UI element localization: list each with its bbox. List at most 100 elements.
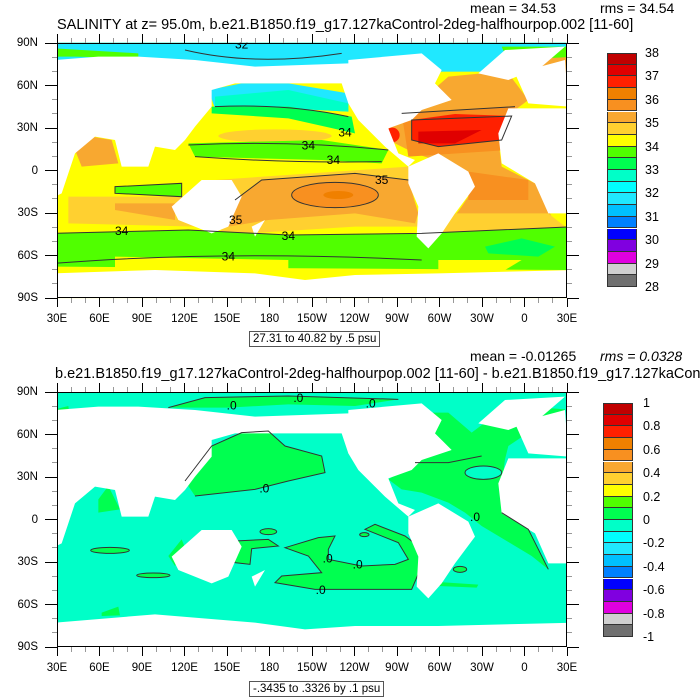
top-map-x-tick: [283, 298, 285, 303]
colorbar-box: [603, 531, 633, 544]
top-map-x-tick: [56, 298, 58, 307]
top-map-y-tick: [45, 255, 57, 256]
top-map-x-tick: [524, 34, 525, 43]
bottom-map-x-tick: [382, 647, 384, 652]
bottom-map-x-tick: [84, 647, 86, 652]
top-map-x-tick: [240, 298, 242, 303]
bottom-map-x-tick: [467, 647, 469, 652]
bottom-map-y-label: 30N: [16, 471, 38, 483]
top-map-y-tick: [567, 113, 572, 115]
bottom-map-x-tick: [424, 647, 426, 652]
bottom-map-x-label: 120E: [171, 662, 198, 674]
top-map-x-tick: [99, 298, 100, 307]
bottom-map-x-tick: [524, 647, 525, 656]
bottom-map-x-tick: [495, 387, 497, 392]
bottom-map-x-tick: [99, 647, 100, 656]
contour-label: 32: [235, 37, 249, 51]
colorbar-label: -0.2: [643, 536, 665, 551]
bottom-map-y-tick: [45, 561, 57, 563]
colorbar-label: 32: [645, 186, 659, 201]
bottom-map-x-tick: [339, 647, 341, 652]
top-map-y-tick: [52, 184, 57, 186]
bottom-map-x-tick: [538, 387, 540, 392]
top-map-x-tick: [396, 34, 398, 43]
colorbar-box: [603, 449, 633, 462]
top-map-x-label: 60W: [427, 313, 452, 325]
colorbar-label: 33: [645, 163, 659, 177]
contour-label: .0: [353, 558, 363, 572]
contour-label: .0: [293, 391, 303, 405]
colorbar-box: [603, 625, 633, 637]
top-map-x-tick: [254, 38, 256, 43]
bottom-map-x-tick: [113, 387, 115, 392]
bottom-map-x-tick: [127, 647, 129, 652]
bottom-map-x-tick: [509, 647, 511, 652]
colorbar-box: [603, 414, 633, 427]
bottom-map-x-tick: [368, 387, 370, 392]
colorbar-label: 38: [645, 46, 659, 60]
top-map-y-tick: [52, 141, 57, 143]
top-map-y-tick: [567, 127, 579, 129]
bottom-map-x-tick: [283, 647, 285, 652]
bottom-map-x-tick: [368, 647, 370, 652]
top-map-x-tick: [240, 38, 242, 43]
colorbar-label: 28: [645, 280, 659, 294]
bottom-map-y-tick: [567, 419, 572, 421]
colorbar-label: 37: [645, 69, 659, 84]
bottom-map-x-tick: [99, 383, 100, 392]
bottom-map-x-tick: [439, 647, 440, 656]
bottom-map-y-tick: [567, 504, 572, 506]
bottom-map-x-tick: [481, 647, 483, 656]
colorbar-box: [603, 508, 633, 520]
top-map-y-label: 0: [31, 164, 38, 177]
bottom-map-y-tick: [45, 604, 57, 605]
colorbar-box: [607, 205, 637, 217]
top-map-y-tick: [45, 170, 57, 171]
top-map-x-tick: [495, 38, 497, 43]
bottom-map-y-tick: [52, 419, 57, 421]
bottom-map-x-label: 150E: [213, 662, 241, 674]
contour-label: .0: [366, 396, 376, 410]
bottom-map-x-tick: [325, 647, 327, 652]
top-map-x-tick: [424, 298, 426, 303]
colorbar-box: [607, 228, 637, 241]
top-map-y-tick: [567, 283, 572, 285]
top-salinity-map: 32 34 34 34 35 35 34 34 34: [57, 37, 567, 299]
bottom-map-x-tick: [467, 387, 469, 392]
colorbar-box: [607, 64, 637, 77]
top-map-y-tick: [45, 127, 57, 129]
top-map-x-label: 150W: [296, 313, 328, 325]
contour-label: .0: [323, 552, 333, 566]
top-map-y-tick: [567, 155, 572, 157]
top-map-x-tick: [453, 298, 455, 303]
colorbar-box: [607, 193, 637, 206]
bottom-map-x-tick: [424, 387, 426, 392]
colorbar-label: -0.4: [643, 559, 665, 574]
top-map-x-tick: [56, 34, 58, 43]
antarctica-land: [57, 614, 567, 646]
antarctica-land: [57, 270, 567, 299]
bottom-map-y-tick: [52, 618, 57, 620]
top-map-x-tick: [226, 34, 228, 43]
top-map-x-tick: [552, 298, 554, 303]
contour-label: 34: [338, 126, 352, 140]
top-map-x-tick: [226, 298, 228, 307]
colorbar-box: [607, 111, 637, 124]
top-map-y-tick: [52, 70, 57, 72]
top-map-y-tick: [45, 42, 57, 44]
top-map-x-label: 150E: [213, 313, 241, 325]
top-map-x-label: 30E: [46, 313, 68, 325]
colorbar-box: [603, 543, 633, 556]
top-map-x-tick: [439, 34, 440, 43]
colorbar-label: 0: [643, 513, 650, 527]
top-map-x-tick: [552, 38, 554, 43]
bottom-map-x-tick: [254, 647, 256, 652]
bottom-map-x-tick: [226, 383, 228, 392]
bottom-map-y-tick: [52, 504, 57, 506]
top-map-x-tick: [155, 298, 157, 303]
bottom-map-y-tick: [45, 646, 57, 648]
top-map-y-tick: [45, 85, 57, 86]
bottom-map-x-tick: [495, 647, 497, 652]
contour-label: 35: [229, 213, 243, 227]
top-map-x-tick: [99, 34, 100, 43]
